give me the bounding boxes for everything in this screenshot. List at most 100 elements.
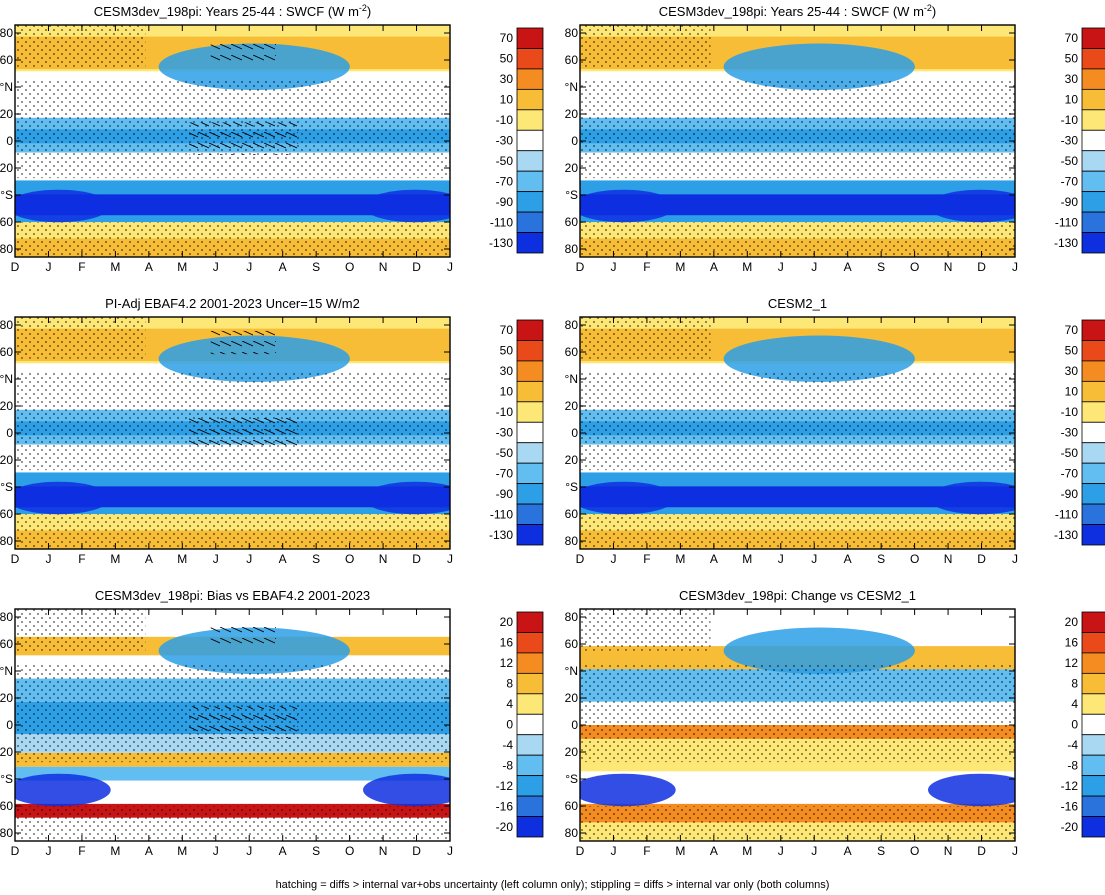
panel-title-superscript: -2 <box>359 3 367 13</box>
colorbar-label: 20 <box>500 615 514 629</box>
colorbar-swatch <box>516 672 544 695</box>
field-blob <box>580 189 676 223</box>
colorbar-swatch <box>516 713 544 736</box>
x-tick-label: O <box>910 552 919 566</box>
colorbar-swatch <box>516 68 544 90</box>
colorbar-swatch <box>516 170 544 193</box>
colorbar-swatch <box>516 401 544 423</box>
x-tick-label: S <box>877 844 885 858</box>
stippling <box>15 25 146 67</box>
colorbar-label: -12 <box>1061 779 1079 793</box>
x-tick-label: N <box>944 260 953 274</box>
x-tick-label: J <box>246 260 252 274</box>
colorbar-swatch <box>516 48 544 70</box>
y-tick-label: 60 <box>565 637 579 651</box>
colorbar-swatch <box>1081 795 1105 817</box>
colorbar-label: 12 <box>1065 656 1079 670</box>
x-tick-label: M <box>742 260 752 274</box>
x-tick-label: O <box>910 844 919 858</box>
x-tick-label: A <box>710 844 718 858</box>
x-tick-label: M <box>675 844 685 858</box>
x-tick-label: O <box>345 552 354 566</box>
colorbar-swatch <box>1081 211 1105 233</box>
colorbar: 70 50 30 10 -10 -30 -50 -70 -90 -110 -130 <box>1054 319 1105 546</box>
x-tick-label: J <box>1012 844 1018 858</box>
x-tick-label: D <box>977 552 986 566</box>
colorbar-swatch <box>1081 109 1105 131</box>
x-tick-label: A <box>145 260 153 274</box>
colorbar-label: 10 <box>500 385 514 399</box>
x-tick-label: M <box>110 552 120 566</box>
y-tick-label: 60 <box>565 507 579 521</box>
y-tick-label: 60 <box>565 215 579 229</box>
colorbar-label: -130 <box>1054 528 1078 542</box>
colorbar-label: -50 <box>1061 446 1079 460</box>
x-tick-label: M <box>110 844 120 858</box>
x-tick-label: F <box>78 260 85 274</box>
y-tick-label: °N <box>565 664 578 678</box>
x-tick-label: D <box>412 844 421 858</box>
x-tick-label: J <box>778 552 784 566</box>
field-band <box>580 194 1015 216</box>
colorbar-swatch <box>516 816 544 838</box>
colorbar-swatch <box>516 380 544 403</box>
stippling <box>15 806 450 841</box>
y-tick-label: 80 <box>565 534 579 548</box>
y-tick-label: 20 <box>565 399 579 413</box>
x-tick-label: J <box>213 260 219 274</box>
y-tick-label: 80 <box>0 242 13 256</box>
stippling <box>580 372 1015 471</box>
stippling <box>580 514 1015 549</box>
colorbar-swatch <box>516 462 544 485</box>
field-blob <box>363 189 450 223</box>
x-tick-label: S <box>877 260 885 274</box>
x-tick-label: D <box>576 552 585 566</box>
colorbar-label: 4 <box>1071 697 1078 711</box>
colorbar-label: -130 <box>489 528 513 542</box>
y-tick-label: °S <box>565 188 578 202</box>
colorbar-label: -50 <box>1061 154 1079 168</box>
colorbar-swatch <box>1081 693 1105 715</box>
y-tick-label: 80 <box>565 26 579 40</box>
field-band <box>580 486 1015 508</box>
hatching <box>210 38 276 63</box>
x-tick-label: S <box>312 552 320 566</box>
colorbar-label: 50 <box>1065 52 1079 66</box>
panel-title-text: CESM3dev_198pi: Bias vs EBAF4.2 2001-202… <box>95 588 370 603</box>
y-tick-label: 0 <box>6 426 13 440</box>
colorbar-swatch <box>1081 380 1105 403</box>
field-blob <box>580 773 676 807</box>
colorbar-label: -10 <box>496 405 514 419</box>
panel-title-text: CESM3dev_198pi: Years 25-44 : SWCF (W m <box>659 4 924 19</box>
hatching <box>189 706 298 739</box>
colorbar-swatch <box>1081 170 1105 193</box>
x-tick-label: J <box>447 260 453 274</box>
colorbar-label: -8 <box>1067 758 1078 772</box>
hatching <box>210 330 276 355</box>
colorbar-label: -4 <box>502 738 513 752</box>
colorbar-swatch <box>516 503 544 525</box>
y-tick-label: 80 <box>0 826 13 840</box>
colorbar-swatch <box>516 795 544 817</box>
field-band <box>15 766 450 781</box>
panel-4: CESM2_1 D J F M A M J J A S O N D J 80 60 °N 20 0 20 °S 60 80 70… <box>565 296 1105 566</box>
panel-title-superscript: -2 <box>924 3 932 13</box>
y-tick-label: °N <box>0 372 13 386</box>
x-tick-label: D <box>11 260 20 274</box>
heatmap-field <box>15 609 450 841</box>
colorbar-swatch <box>1081 129 1105 152</box>
field-blob <box>158 43 350 90</box>
y-tick-label: 60 <box>565 799 579 813</box>
panel-title: PI-Adj EBAF4.2 2001-2023 Uncer=15 W/m2 <box>105 296 360 311</box>
stippling <box>15 514 450 549</box>
x-tick-label: O <box>345 844 354 858</box>
colorbar: 20 16 12 8 4 0 -4 -8 -12 -16 -20 <box>496 611 544 838</box>
colorbar-swatch <box>1081 611 1105 633</box>
x-tick-label: J <box>778 260 784 274</box>
colorbar-swatch <box>1081 319 1105 341</box>
field-blob <box>928 481 1015 515</box>
y-tick-label: 80 <box>0 26 13 40</box>
colorbar-label: 0 <box>1071 718 1078 732</box>
y-tick-label: 0 <box>571 134 578 148</box>
x-tick-label: J <box>45 552 51 566</box>
